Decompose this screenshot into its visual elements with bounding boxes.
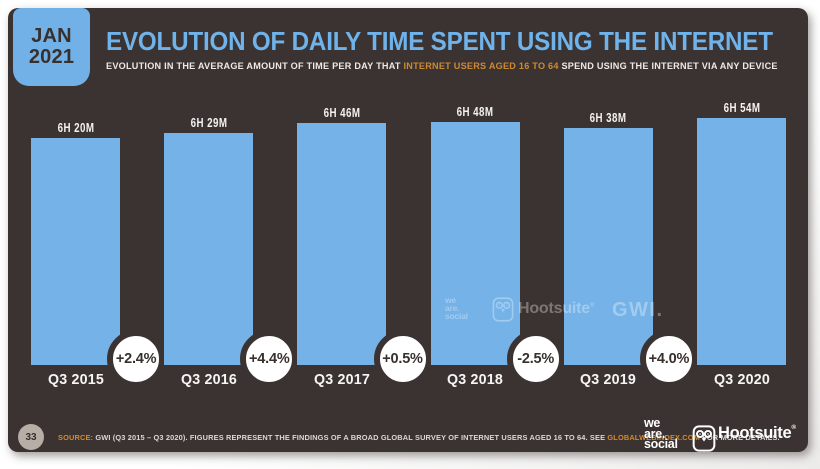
- bar-value-label: 6H 38M: [589, 109, 627, 125]
- source-label: SOURCE:: [58, 433, 94, 442]
- page-number-badge: 33: [18, 424, 44, 450]
- bar-value-label: 6H 48M: [456, 103, 494, 119]
- bar: [31, 138, 120, 365]
- we-are-social-logo: we are. social: [644, 416, 678, 452]
- bar: [297, 122, 387, 365]
- category-label: Q3 2018: [447, 371, 504, 388]
- hootsuite-watermark-reg: ®: [589, 302, 595, 309]
- pct-change-badge: +2.4%: [107, 330, 166, 388]
- category-label: Q3 2019: [580, 371, 637, 388]
- pct-change-badge: +0.5%: [373, 330, 432, 388]
- subtitle-text-pre: EVOLUTION IN THE AVERAGE AMOUNT OF TIME …: [106, 61, 404, 71]
- hootsuite-owl-logo-icon: [692, 425, 716, 457]
- source-text-2: FOR MORE DETAILS.: [700, 433, 780, 442]
- bar: [563, 127, 653, 365]
- page-title: EVOLUTION OF DAILY TIME SPENT USING THE …: [106, 26, 773, 56]
- page-subtitle: EVOLUTION IN THE AVERAGE AMOUNT OF TIME …: [106, 61, 778, 71]
- hootsuite-owl-watermark-icon: [492, 297, 514, 327]
- source-text-1: GWI (Q3 2015 – Q3 2020). FIGURES REPRESE…: [93, 433, 608, 442]
- source-link: GLOBALWEBINDEX.COM: [607, 433, 700, 442]
- category-label: Q3 2015: [47, 371, 104, 388]
- category-label: Q3 2020: [713, 371, 770, 388]
- pct-change-badge: +4.4%: [240, 330, 299, 388]
- hootsuite-logo-text: Hootsuite: [718, 424, 792, 442]
- pct-change-badge: +4.0%: [639, 330, 698, 388]
- bar-value-label: 6H 46M: [323, 104, 361, 120]
- bar: [164, 132, 254, 365]
- category-label: Q3 2017: [313, 371, 370, 388]
- date-badge: JAN 2021: [13, 8, 90, 86]
- hootsuite-watermark: Hootsuite®: [518, 300, 594, 318]
- slide: JAN 2021 EVOLUTION OF DAILY TIME SPENT U…: [8, 8, 808, 452]
- bar-chart: 6H 20M Q3 2015 +2.4% 6H 29M Q3 2016 +4.4% 6H 4…: [8, 8, 808, 452]
- bar-value-label: 6H 54M: [723, 100, 760, 115]
- category-label: Q3 2016: [180, 371, 237, 388]
- we-are-social-watermark: we are. social: [445, 295, 468, 321]
- date-badge-year: 2021: [28, 46, 75, 68]
- subtitle-text-post: SPEND USING THE INTERNET VIA ANY DEVICE: [558, 61, 778, 71]
- watermark-layer: we are. social Hootsuite® GWI.: [8, 8, 808, 452]
- bar: [430, 121, 520, 365]
- date-badge-month: JAN: [31, 25, 72, 47]
- hootsuite-logo: Hootsuite®: [718, 424, 796, 443]
- bar-value-label: 6H 20M: [57, 120, 94, 136]
- bar: [697, 118, 786, 365]
- source-note: SOURCE: GWI (Q3 2015 – Q3 2020). FIGURES…: [58, 433, 780, 442]
- hootsuite-watermark-text: Hootsuite: [518, 300, 590, 317]
- subtitle-highlight: INTERNET USERS AGED 16 TO 64: [403, 61, 559, 71]
- gwi-watermark: GWI.: [612, 299, 664, 321]
- bar-value-label: 6H 29M: [190, 114, 228, 130]
- pct-change-badge: -2.5%: [506, 330, 565, 388]
- hootsuite-logo-reg: ®: [791, 424, 796, 431]
